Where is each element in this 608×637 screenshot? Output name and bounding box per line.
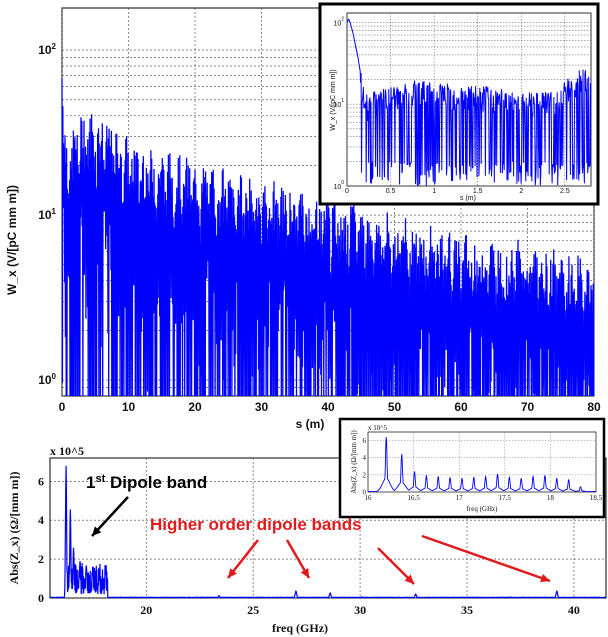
wake-inset-y-tick-label: 101 bbox=[333, 98, 344, 109]
impedance-inset-ticks: 16 16.5 17 17.5 18 18.5 0 2 4 6 bbox=[363, 437, 603, 502]
impedance-x-tick-label: 40 bbox=[568, 603, 580, 617]
higher-band-arrow-head bbox=[228, 568, 237, 578]
impedance-inset-x-tick-label: 17.5 bbox=[499, 494, 512, 502]
wake-x-tick-label: 20 bbox=[188, 400, 202, 414]
impedance-inset-ylabel: Abs(Z_x) (Ω/[mm m]) bbox=[350, 430, 358, 494]
impedance-inset-y-tick-label: 0 bbox=[363, 489, 367, 497]
wake-inset-plot: 0 0.5 1 1.5 2 2.5 100 101 102 s (m) W_x (V/[pC m… bbox=[318, 2, 600, 206]
higher-band-arrow-head bbox=[404, 574, 414, 584]
wake-y-tick-label: 102 bbox=[38, 42, 56, 57]
impedance-inset-plot: 16 16.5 17 17.5 18 18.5 0 2 4 6 freq (GHz) Abs(Z_… bbox=[338, 417, 606, 519]
wake-y-tick-label: 100 bbox=[38, 372, 56, 387]
wake-inset-y-tick-label: 102 bbox=[333, 16, 344, 27]
annotations: 1st Dipole band Higher order dipole band… bbox=[86, 473, 551, 585]
wake-x-tick-label: 0 bbox=[59, 400, 66, 414]
wake-inset-x-tick-label: 0.5 bbox=[386, 188, 396, 195]
impedance-inset-y-tick-label: 2 bbox=[363, 471, 367, 479]
wake-x-tick-label: 30 bbox=[255, 400, 269, 414]
annotation-arrows bbox=[91, 496, 551, 585]
wake-series-line bbox=[61, 78, 595, 397]
wake-inset-ticks: 0 0.5 1 1.5 2 2.5 100 101 102 bbox=[333, 16, 569, 195]
higher-bands-label: Higher order dipole bands bbox=[150, 515, 362, 534]
wake-y-tick-label: 101 bbox=[38, 207, 56, 222]
wake-x-tick-label: 70 bbox=[521, 400, 535, 414]
first-band-label: 1st Dipole band bbox=[86, 473, 207, 492]
wake-xlabel: s (m) bbox=[296, 417, 325, 431]
impedance-multiplier: x 10^5 bbox=[50, 444, 84, 458]
wake-x-tick-label: 60 bbox=[454, 400, 468, 414]
wake-ylabel: W_x (V/[pC mm m]) bbox=[5, 185, 19, 295]
impedance-inset-x-tick-label: 17 bbox=[456, 494, 464, 502]
impedance-inset-y-tick-label: 6 bbox=[363, 437, 367, 445]
impedance-inset-multiplier: x 10^5 bbox=[368, 424, 388, 432]
impedance-ylabel: Abs(Z_x) (Ω/[mm m]) bbox=[7, 472, 21, 585]
wake-inset-xlabel: s (m) bbox=[460, 195, 476, 202]
first-band-arrow-head bbox=[92, 526, 102, 536]
higher-band-arrow-head bbox=[300, 568, 309, 578]
impedance-x-tick-label: 20 bbox=[140, 603, 152, 617]
impedance-series-line bbox=[49, 465, 607, 599]
impedance-x-tick-label: 30 bbox=[354, 603, 366, 617]
wake-inset-x-tick-label: 2 bbox=[519, 188, 523, 195]
wake-x-tick-label: 50 bbox=[388, 400, 402, 414]
impedance-xlabel: freq (GHz) bbox=[272, 621, 328, 635]
impedance-inset-xlabel: freq (GHz) bbox=[467, 505, 499, 513]
impedance-inset-y-tick-label: 4 bbox=[363, 454, 367, 462]
wake-inset-x-tick-label: 1.5 bbox=[473, 188, 483, 195]
wake-inset-x-tick-label: 2.5 bbox=[560, 188, 570, 195]
wake-x-tick-label: 80 bbox=[587, 400, 601, 414]
wake-x-tick-label: 40 bbox=[321, 400, 335, 414]
wake-inset-series-line bbox=[346, 18, 591, 186]
impedance-y-tick-label: 6 bbox=[38, 474, 44, 488]
higher-band-arrow-head bbox=[540, 573, 550, 583]
wake-inset-x-tick-label: 1 bbox=[432, 188, 436, 195]
impedance-inset-series-line bbox=[368, 437, 596, 493]
impedance-x-tick-label: 35 bbox=[461, 603, 473, 617]
impedance-x-tick-label: 25 bbox=[247, 603, 259, 617]
impedance-inset-x-tick-label: 18 bbox=[547, 494, 555, 502]
impedance-y-tick-label: 0 bbox=[38, 591, 44, 605]
impedance-inset-grid bbox=[367, 432, 597, 493]
impedance-inset-x-tick-label: 16 bbox=[365, 494, 373, 502]
impedance-inset-x-tick-label: 18.5 bbox=[590, 494, 603, 502]
wake-inset-x-tick-label: 0 bbox=[345, 188, 349, 195]
higher-band-arrow bbox=[421, 534, 551, 583]
wake-inset-ylabel: W_x (V/[pC mm m]) bbox=[330, 69, 337, 130]
wake-inset-y-tick-label: 100 bbox=[333, 180, 344, 191]
impedance-y-tick-label: 4 bbox=[38, 513, 44, 527]
wake-x-tick-label: 10 bbox=[122, 400, 136, 414]
impedance-y-tick-label: 2 bbox=[38, 552, 44, 566]
impedance-inset-x-tick-label: 16.5 bbox=[407, 494, 420, 502]
